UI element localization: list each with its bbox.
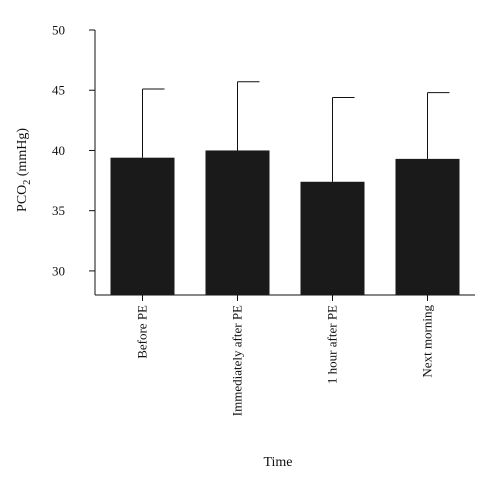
y-axis-title-subscript: 2 — [22, 180, 33, 185]
y-axis-title: PCO2 (mmHg) — [15, 128, 33, 212]
x-tick-label: 1 hour after PE — [325, 305, 340, 384]
x-tick-labels: Before PE Immediately after PE 1 hour afte… — [135, 295, 435, 416]
x-tick-label: Before PE — [135, 305, 150, 359]
bar — [205, 150, 270, 295]
bar — [395, 158, 460, 295]
y-tick-label: 45 — [52, 83, 65, 98]
bars — [110, 150, 460, 295]
error-bars — [142, 81, 450, 182]
y-axis-title-unit: (mmHg) — [15, 128, 30, 180]
x-axis-title: Time — [263, 455, 292, 470]
y-ticks: 30 35 40 45 50 — [52, 23, 95, 278]
bar — [300, 181, 365, 295]
y-tick-label: 40 — [52, 143, 65, 158]
y-tick-label: 30 — [52, 263, 65, 278]
y-tick-label: 35 — [52, 203, 65, 218]
y-axis-title-base: PCO — [15, 185, 30, 212]
x-tick-label: Next morning — [420, 305, 435, 378]
bar — [110, 157, 175, 295]
y-tick-label: 50 — [52, 23, 65, 38]
x-tick-label: Immediately after PE — [230, 305, 245, 416]
